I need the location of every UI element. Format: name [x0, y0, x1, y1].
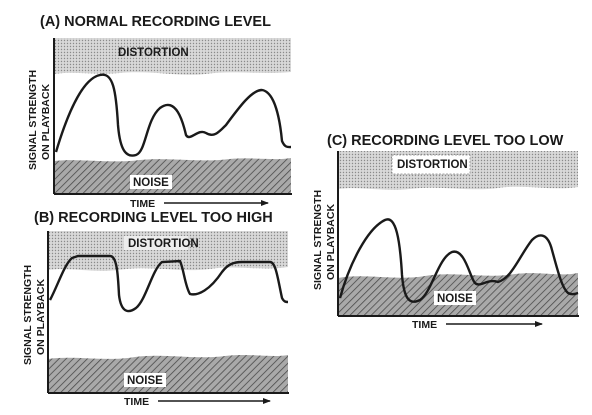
panel-a-distortion-label: DISTORTION	[118, 47, 189, 59]
panel-c-distortion-label-box	[391, 154, 471, 175]
panel-a-title: (A) NORMAL RECORDING LEVEL	[40, 14, 271, 30]
panel-b-distortion-label: DISTORTION	[128, 238, 199, 250]
panel-a-noise-label: NOISE	[133, 177, 169, 189]
panel-b-signal-curve	[48, 254, 289, 313]
panel-a-ylabel-line1: SIGNAL STRENGTH	[27, 70, 39, 170]
panel-b-ylabel-line1: SIGNAL STRENGTH	[22, 265, 34, 365]
panel-a-distortion-band	[54, 38, 291, 75]
panel-a-noise-label-box	[130, 175, 172, 189]
panel-a: (A) NORMAL RECORDING LEVEL DISTORTION NO…	[27, 14, 292, 210]
panel-b-distortion-label-box	[124, 236, 188, 250]
panel-b-title: (B) RECORDING LEVEL TOO HIGH	[34, 210, 273, 226]
panel-c: (C) RECORDING LEVEL TOO LOW DISTORTION N…	[312, 133, 579, 331]
panel-b-distortion-band	[48, 231, 288, 271]
panel-b-noise-label: NOISE	[127, 375, 163, 387]
panel-c-title: (C) RECORDING LEVEL TOO LOW	[327, 133, 564, 149]
panel-c-signal-curve	[338, 218, 579, 303]
panel-c-xlabel: TIME	[412, 319, 437, 331]
panel-a-xlabel: TIME	[130, 198, 155, 210]
panel-b-xlabel: TIME	[124, 396, 149, 408]
panel-c-ylabel-line2: ON PLAYBACK	[325, 204, 337, 280]
panel-c-distortion-label: DISTORTION	[397, 159, 468, 171]
panel-a-ylabel-line2: ON PLAYBACK	[40, 84, 52, 160]
panel-c-noise-label-box	[434, 291, 476, 305]
panel-b-ylabel-line2: ON PLAYBACK	[35, 279, 47, 355]
panel-a-noise-band	[54, 158, 291, 193]
panel-c-ylabel-line1: SIGNAL STRENGTH	[312, 190, 324, 290]
panel-b: (B) RECORDING LEVEL TOO HIGH DISTORTION …	[22, 210, 289, 408]
panel-b-noise-band	[48, 355, 288, 392]
panel-c-noise-label: NOISE	[437, 293, 473, 305]
panel-a-signal-curve	[54, 73, 292, 157]
panel-b-noise-label-box	[124, 373, 166, 387]
